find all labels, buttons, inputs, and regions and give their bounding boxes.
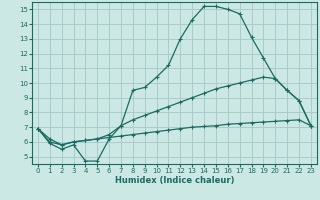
X-axis label: Humidex (Indice chaleur): Humidex (Indice chaleur) — [115, 176, 234, 185]
